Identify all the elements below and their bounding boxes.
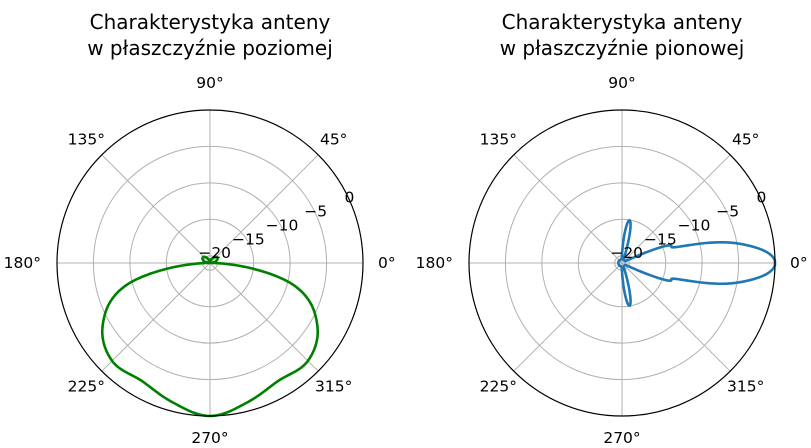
series-line <box>100 255 320 418</box>
angle-tick-label: 0° <box>378 254 396 272</box>
outer-circle <box>56 109 364 417</box>
grid-spoke <box>621 262 731 372</box>
angle-tick-labels: 0° 45° 90° 135° 180° 225° 270° 315° <box>4 74 396 447</box>
angle-tick-labels: 0° 45° 90° 135° 180° 225° 270° 315° <box>416 74 808 447</box>
grid-spoke <box>513 154 623 264</box>
grid-spoke <box>209 154 319 264</box>
radial-tick-label: −5 <box>304 202 327 220</box>
angle-tick-label: 135° <box>68 130 105 148</box>
polar-grid <box>469 110 775 416</box>
polar-chart-horizontal: Charakterystyka anteny w płaszczyźnie po… <box>4 10 396 447</box>
radial-tick-label: −15 <box>644 230 677 248</box>
chart-title-line-2: w płaszczyźnie poziomej <box>87 36 333 60</box>
angle-tick-label: 315° <box>315 378 352 396</box>
angle-tick-label: 90° <box>608 74 635 92</box>
radial-tick-label: −15 <box>232 230 265 248</box>
angle-tick-label: 90° <box>196 74 223 92</box>
radial-tick-labels: −20 −15 −10 −5 0 <box>610 188 766 262</box>
polar-spine <box>56 109 364 417</box>
grid-spoke <box>513 262 623 372</box>
angle-tick-label: 225° <box>68 378 105 396</box>
polar-spine <box>468 109 776 417</box>
angle-tick-label: 270° <box>191 429 228 447</box>
grid-spoke <box>101 262 211 372</box>
chart-title-line-1: Charakterystyka anteny <box>90 10 331 34</box>
chart-title-line-1: Charakterystyka anteny <box>502 10 743 34</box>
series-plot <box>100 255 320 418</box>
angle-tick-label: 0° <box>790 254 808 272</box>
grid-spoke <box>621 154 731 264</box>
polar-grid <box>57 110 363 416</box>
angle-tick-label: 45° <box>732 130 759 148</box>
radial-tick-label: −20 <box>610 244 643 262</box>
radial-tick-label: −10 <box>266 216 299 234</box>
radial-tick-label: −5 <box>716 202 739 220</box>
angle-tick-label: 180° <box>416 254 453 272</box>
angle-tick-label: 270° <box>603 429 640 447</box>
radial-tick-label: −10 <box>678 216 711 234</box>
angle-tick-label: 45° <box>320 130 347 148</box>
radial-tick-label: 0 <box>756 188 766 206</box>
angle-tick-label: 135° <box>480 130 517 148</box>
chart-title-line-2: w płaszczyźnie pionowej <box>500 36 745 60</box>
outer-circle <box>468 109 776 417</box>
grid-spoke <box>209 262 319 372</box>
radial-tick-labels: −20 −15 −10 −5 0 <box>198 188 354 262</box>
radial-tick-label: 0 <box>344 188 354 206</box>
radial-tick-label: −20 <box>198 244 231 262</box>
angle-tick-label: 315° <box>727 378 764 396</box>
polar-chart-vertical: Charakterystyka anteny w płaszczyźnie pi… <box>416 10 808 447</box>
grid-spoke <box>101 154 211 264</box>
angle-tick-label: 180° <box>4 254 41 272</box>
angle-tick-label: 225° <box>480 378 517 396</box>
